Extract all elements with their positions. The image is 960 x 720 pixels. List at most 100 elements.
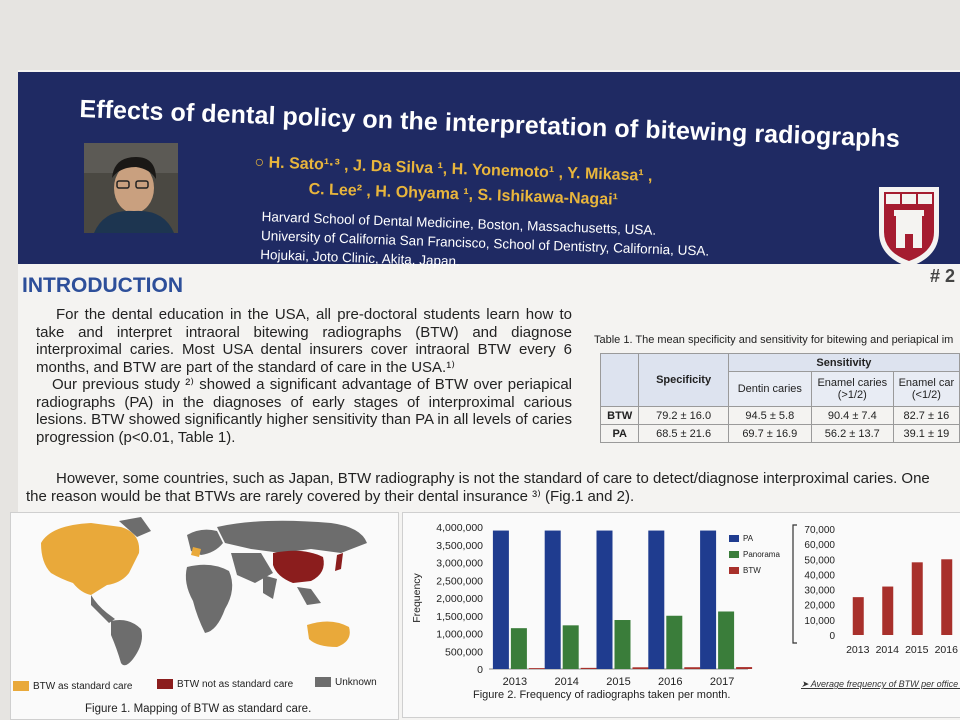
inset-y-tick-label: 60,000 <box>804 540 835 551</box>
bar-panorama-2015 <box>614 620 631 669</box>
table1-row-label: BTW <box>599 406 640 425</box>
inset-x-tick-label: 2014 <box>876 644 900 656</box>
legend-label-pa: PA <box>743 534 754 543</box>
inset-y-tick-label: 70,000 <box>804 525 835 536</box>
inset-bracket <box>792 524 797 644</box>
figure2-caption: Figure 2. Frequency of radiographs taken… <box>473 689 731 701</box>
table1-header-specificity: Specificity <box>638 353 729 407</box>
inset-y-tick-label: 40,000 <box>804 570 835 581</box>
table1-cell: 68.5 ± 21.6 <box>638 424 729 443</box>
y-tick-label: 3,000,000 <box>436 558 483 570</box>
legend-swatch-pa <box>729 534 739 542</box>
x-tick-label: 2016 <box>658 676 682 688</box>
table-row: PA 68.5 ± 21.6 69.7 ± 16.9 56.2 ± 13.7 3… <box>599 424 960 443</box>
table1-header-sensitivity: Sensitivity <box>727 353 960 372</box>
bar-panorama-2013 <box>510 628 527 669</box>
y-tick-label: 0 <box>477 664 483 676</box>
figure1-panel: BTW as standard care BTW not as standard… <box>10 512 399 720</box>
x-tick-label: 2014 <box>554 676 578 688</box>
world-map <box>41 517 367 666</box>
bar-pa-2015 <box>596 530 613 669</box>
inset-y-tick-label: 50,000 <box>804 555 835 566</box>
table1-caption: Table 1. The mean specificity and sensit… <box>594 334 954 346</box>
bar-btw-2017 <box>736 667 753 669</box>
intro-paragraph-2: Our previous study ²⁾ showed a significa… <box>36 376 572 446</box>
table1-cell: 69.7 ± 16.9 <box>727 424 812 443</box>
figure2-legend-btw: BTW <box>729 565 761 576</box>
bar-btw-2014 <box>580 667 597 669</box>
table1-header-enamel-lt: Enamel car (<1/2) <box>892 371 960 407</box>
legend-label-not-standard: BTW not as standard care <box>177 679 294 690</box>
y-tick-label: 1,000,000 <box>436 629 483 641</box>
table-row: BTW 79.2 ± 16.0 94.5 ± 5.8 90.4 ± 7.4 82… <box>599 406 960 425</box>
legend-swatch-btw <box>729 566 739 574</box>
figure1-caption: Figure 1. Mapping of BTW as standard car… <box>85 703 312 715</box>
legend-swatch-standard <box>13 681 29 692</box>
inset-y-tick-label: 0 <box>829 631 835 642</box>
y-tick-label: 4,000,000 <box>436 522 483 534</box>
legend-label-panorama: Panorama <box>743 550 780 559</box>
poster-number: # 2 <box>930 266 956 286</box>
bar-pa-2017 <box>700 530 717 669</box>
author-photo <box>84 143 178 233</box>
intro-paragraph-1: For the dental education in the USA, all… <box>36 306 572 376</box>
x-tick-label: 2015 <box>606 676 630 688</box>
bar-btw-2015 <box>632 667 649 669</box>
inset-bar-btw-2015 <box>911 562 923 635</box>
frequency-bar-chart: 0 500,000 1,000,000 1,500,000 2,000,000 2,500… <box>411 522 753 688</box>
y-tick-label: 1,500,000 <box>436 611 483 623</box>
bar-btw-2016 <box>684 667 701 669</box>
table1-cell: 90.4 ± 7.4 <box>810 406 894 425</box>
inset-y-tick-label: 30,000 <box>804 586 835 597</box>
intro-paragraph-3-line-1: However, some countries, such as Japan, … <box>56 470 930 487</box>
table1-row-label: PA <box>599 424 640 443</box>
figure1-legend-not-standard: BTW not as standard care <box>157 679 293 690</box>
table1-cell: 94.5 ± 5.8 <box>727 406 812 425</box>
bar-pa-2016 <box>648 530 665 669</box>
bar-panorama-2014 <box>562 625 579 669</box>
legend-swatch-not-standard <box>157 679 173 690</box>
table1-cell: 79.2 ± 16.0 <box>638 406 729 425</box>
bar-pa-2013 <box>492 530 509 669</box>
y-tick-label: 2,500,000 <box>436 575 483 587</box>
table1-cell: 39.1 ± 19 <box>892 424 960 443</box>
table1-header-enamel-gt: Enamel caries (>1/2) <box>810 371 894 407</box>
intro-paragraph-3-line-2: the reason would be that BTWs are rarely… <box>26 487 635 505</box>
x-tick-label: 2017 <box>710 676 734 688</box>
inset-x-tick-label: 2016 <box>935 644 959 656</box>
bar-panorama-2016 <box>666 615 683 669</box>
figure2-note: ➤ Average frequency of BTW per office : … <box>801 679 960 689</box>
inset-y-tick-label: 10,000 <box>804 616 835 627</box>
figure1-legend-standard: BTW as standard care <box>13 681 132 692</box>
table1-corner <box>599 353 640 407</box>
legend-label-standard: BTW as standard care <box>33 681 133 692</box>
y-axis-label: Frequency <box>411 572 423 622</box>
legend-label-unknown: Unknown <box>335 677 377 688</box>
btw-inset-bar-chart: 0 10,000 20,000 30,000 40,000 50,000 60,000 70,… <box>792 524 959 656</box>
figure1-legend-unknown: Unknown <box>315 677 377 688</box>
legend-swatch-unknown <box>315 677 331 688</box>
table1: Specificity Sensitivity Dentin caries En… <box>599 353 960 443</box>
figure2-panel: 0 500,000 1,000,000 1,500,000 2,000,000 2,500… <box>402 512 960 718</box>
bar-pa-2014 <box>544 530 561 669</box>
legend-swatch-panorama <box>729 550 739 558</box>
figure2-legend-panorama: Panorama <box>729 549 780 560</box>
intro-paragraph-3: However, some countries, such as Japan, … <box>26 470 960 505</box>
bar-panorama-2017 <box>718 611 735 669</box>
table1-cell: 56.2 ± 13.7 <box>810 424 894 443</box>
table1-header-dentin: Dentin caries <box>727 371 812 407</box>
figure2-legend-pa: PA <box>729 533 753 544</box>
inset-y-tick-label: 20,000 <box>804 601 835 612</box>
inset-x-tick-label: 2015 <box>905 644 929 656</box>
y-tick-label: 2,000,000 <box>436 593 483 605</box>
table1-cell: 82.7 ± 16 <box>892 406 960 425</box>
inset-bar-btw-2013 <box>852 597 864 635</box>
legend-label-btw: BTW <box>743 566 761 575</box>
introduction-body: For the dental education in the USA, all… <box>36 306 572 446</box>
inset-bar-btw-2014 <box>882 586 894 635</box>
bar-btw-2013 <box>528 668 545 669</box>
x-tick-label: 2013 <box>503 676 527 688</box>
harvard-shield-logo <box>878 186 940 273</box>
inset-x-tick-label: 2013 <box>846 644 870 656</box>
y-tick-label: 3,500,000 <box>436 540 483 552</box>
